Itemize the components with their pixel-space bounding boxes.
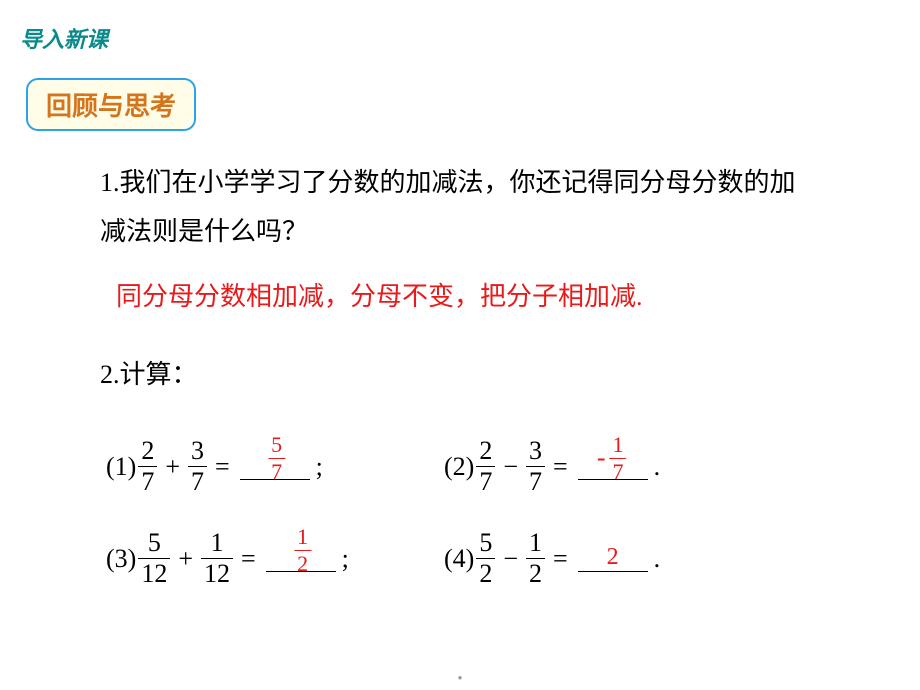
label: (3) [106,544,136,574]
fraction-b: 3 7 [526,438,545,495]
answer-frac: 5 7 [268,434,285,483]
punctuation: . [654,452,661,482]
answer-1: 同分母分数相加减，分母不变，把分子相加减. [116,272,643,321]
answer-blank: 5 7 [240,454,310,480]
fraction-a: 2 7 [138,438,157,495]
section-header: 导入新课 [20,22,108,54]
answer-blank: - 1 7 [578,454,648,480]
equals: = [553,452,568,482]
slide-indicator: ● [458,673,463,682]
problem-3: (3) 5 12 + 1 12 = 1 2 ; [106,530,349,587]
answer-blank: 1 2 [266,546,336,572]
fraction-a: 5 12 [138,530,170,587]
question-2: 2.计算： [100,350,198,399]
fraction-b: 1 2 [526,530,545,587]
operator: − [503,452,518,482]
equals: = [241,544,256,574]
answer-whole: 2 [607,544,619,571]
punctuation: ; [342,544,349,574]
problem-4: (4) 5 2 − 1 2 = 2 . [444,530,660,587]
answer-blank: 2 [578,546,648,572]
equals: = [553,544,568,574]
problem-1: (1) 2 7 + 3 7 = 5 7 ; [106,438,323,495]
answer-frac: 1 2 [294,526,311,575]
label: (4) [444,544,474,574]
answer-neg-frac: - 1 7 [597,434,629,483]
fraction-b: 3 7 [188,438,207,495]
equals: = [215,452,230,482]
problem-2: (2) 2 7 − 3 7 = - 1 7 . [444,438,660,495]
label: (1) [106,452,136,482]
punctuation: . [654,544,661,574]
callout-box: 回顾与思考 [26,78,196,131]
punctuation: ; [316,452,323,482]
operator: + [178,544,193,574]
operator: + [165,452,180,482]
question-1: 1.我们在小学学习了分数的加减法，你还记得同分母分数的加减法则是什么吗？ [100,158,820,257]
fraction-a: 5 2 [476,530,495,587]
fraction-a: 2 7 [476,438,495,495]
fraction-b: 1 12 [201,530,233,587]
operator: − [503,544,518,574]
label: (2) [444,452,474,482]
